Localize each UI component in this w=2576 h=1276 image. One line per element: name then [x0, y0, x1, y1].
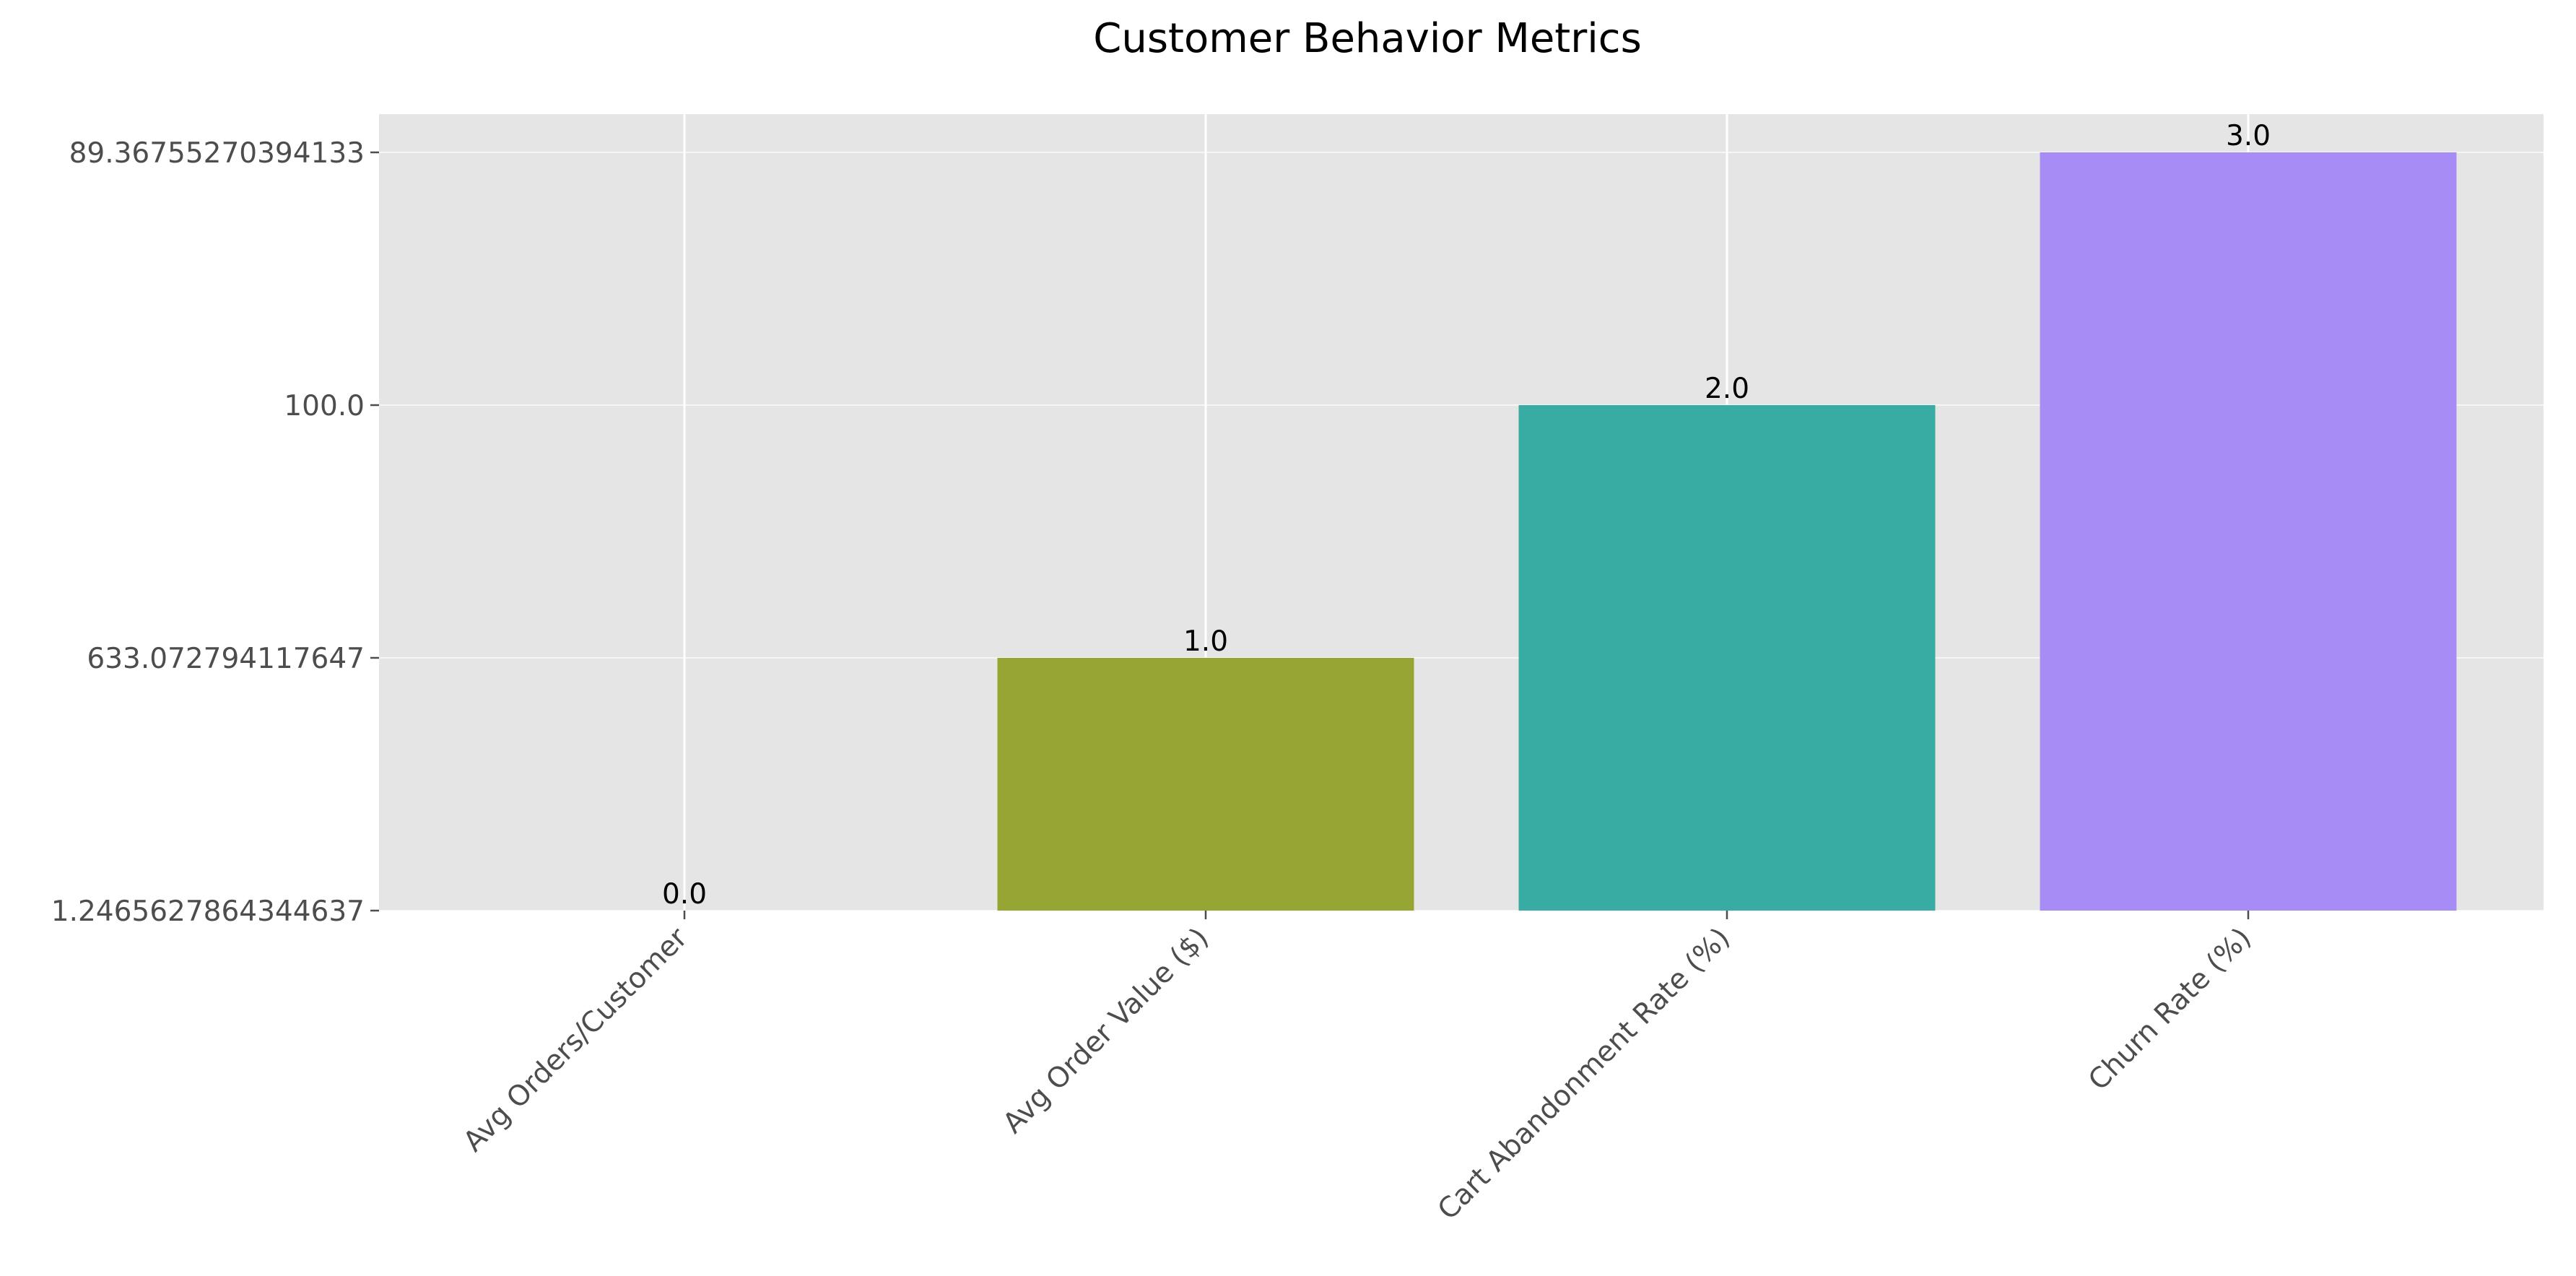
x-tick-label: Churn Rate (%) [2082, 921, 2258, 1097]
bars [997, 152, 2457, 911]
chart-title: Customer Behavior Metrics [1093, 15, 1642, 62]
y-axis: 1.2465627864344637 633.072794117647 100.0 8… [51, 137, 379, 928]
x-tick-label: Avg Orders/Customer [457, 921, 694, 1158]
x-axis: Avg Orders/Customer Avg Order Value ($) Ca… [457, 911, 2258, 1226]
y-tick-label: 100.0 [284, 390, 365, 422]
bar [2040, 152, 2457, 911]
data-labels: 0.0 1.0 2.0 3.0 [662, 120, 2271, 911]
bar [997, 658, 1414, 911]
bar-value-label: 3.0 [2226, 120, 2271, 152]
x-tick-label: Avg Order Value ($) [997, 921, 1215, 1140]
y-tick-label: 89.36755270394133 [69, 137, 365, 170]
bar-value-label: 1.0 [1183, 625, 1228, 658]
y-tick-label: 633.072794117647 [87, 643, 365, 675]
bar [1518, 405, 1936, 911]
bar-value-label: 2.0 [1705, 373, 1749, 405]
y-tick-label: 1.2465627864344637 [51, 895, 365, 928]
bar-value-label: 0.0 [662, 878, 707, 911]
x-tick-label: Cart Abandonment Rate (%) [1432, 921, 1736, 1226]
